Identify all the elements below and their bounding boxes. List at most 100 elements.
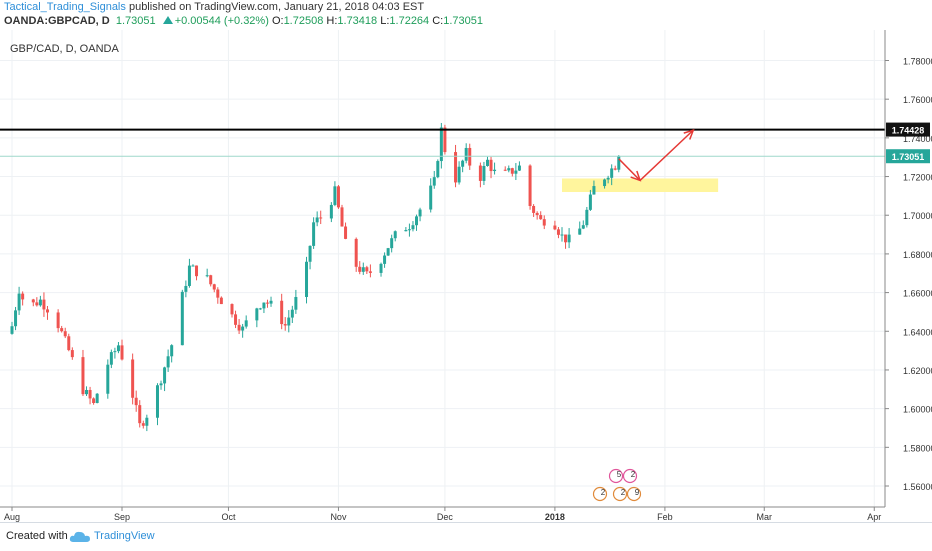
candle-body (457, 166, 461, 183)
candle-body (244, 320, 248, 327)
y-tick-label: 1.68000 (903, 250, 932, 260)
candle-body (429, 185, 433, 210)
candle-body (553, 225, 557, 230)
candle-body (56, 312, 60, 329)
candle-body (581, 225, 585, 229)
candle-body (258, 308, 262, 310)
last-price: 1.73051 (115, 15, 156, 27)
candle-body (390, 238, 394, 249)
x-tick-label: Oct (221, 512, 236, 522)
candle-body (404, 230, 408, 232)
candle-body (134, 397, 138, 406)
event-flag-icon[interactable] (622, 468, 638, 484)
x-tick-label: Feb (657, 512, 673, 522)
candle-body (31, 299, 35, 303)
high-value: 1.73418 (337, 15, 378, 27)
author-link[interactable]: Tactical_Trading_Signals (4, 1, 126, 13)
event-flag-icon[interactable] (612, 486, 628, 502)
candle-body (439, 127, 443, 162)
chart-legend: GBP/CAD, D, OANDA (10, 43, 119, 55)
candle-body (478, 165, 482, 181)
event-flag-label: 9 (635, 488, 640, 497)
candle-body (368, 271, 372, 273)
y-tick-label: 1.70000 (903, 211, 932, 221)
projection-arrows[interactable] (618, 128, 695, 182)
candle-body (290, 309, 294, 318)
candle-body (610, 168, 614, 178)
candle-body (336, 186, 340, 208)
event-flag-icon[interactable] (608, 468, 624, 484)
candle-body (333, 186, 337, 205)
candle-body (514, 170, 518, 174)
candle-body (106, 364, 110, 394)
candle-body (205, 275, 209, 277)
candle-body (155, 385, 159, 418)
price-axis[interactable]: 1.78000 1.76000 1.74000 1.72000 1.70000 1.680… (885, 57, 932, 493)
low-value: 1.72264 (389, 15, 430, 27)
candle-body (141, 423, 145, 426)
candle-body (131, 359, 135, 398)
created-with-text: Created with (6, 530, 68, 542)
candle-body (265, 302, 269, 304)
x-tick-label: Dec (437, 512, 454, 522)
candle-body (432, 177, 436, 186)
y-tick-label: 1.76000 (903, 95, 932, 105)
candle-body (113, 351, 117, 353)
candle-body (216, 289, 220, 298)
candle-body (17, 293, 21, 311)
candle-body (493, 169, 497, 172)
candle-body (42, 299, 46, 310)
candle-body (329, 204, 333, 219)
candle-body (365, 267, 369, 272)
x-tick-label: Sep (114, 512, 130, 522)
candle-body (517, 165, 521, 171)
candle-body (436, 161, 440, 178)
x-tick-label: Mar (757, 512, 773, 522)
y-tick-label: 1.64000 (903, 327, 932, 337)
candle-body (85, 389, 89, 395)
y-tick-label: 1.60000 (903, 405, 932, 415)
x-tick-label: Nov (330, 512, 347, 522)
candle-body (383, 255, 387, 264)
event-flag-icon[interactable] (592, 486, 608, 502)
candle-body (418, 209, 422, 217)
candle-body (319, 217, 323, 219)
candle-body (184, 285, 188, 292)
candle-body (145, 417, 149, 426)
candle-body (237, 324, 241, 331)
chart-header: Tactical_Trading_Signals published on Tr… (0, 0, 932, 30)
footer-bar: Created with TradingView (0, 522, 932, 551)
candle-body (407, 229, 411, 231)
x-tick-label: Aug (4, 512, 20, 522)
candle-body (603, 179, 607, 187)
tradingview-link[interactable]: TradingView (94, 530, 155, 542)
y-tick-label: 1.58000 (903, 443, 932, 453)
candle-body (219, 297, 223, 305)
candle-body (528, 165, 532, 206)
candle-body (234, 314, 238, 325)
candle-body (564, 234, 568, 243)
event-flag-label: 2 (601, 488, 606, 497)
candle-body (14, 310, 18, 327)
candle-body (262, 302, 266, 309)
event-flag-label: 5 (617, 470, 622, 479)
candle-body (255, 308, 259, 321)
support-zone (562, 178, 719, 193)
candle-body (588, 194, 592, 210)
event-flag-icon[interactable] (626, 486, 642, 502)
time-axis[interactable]: Aug Sep Oct Nov Dec 2018 Feb Mar Apr (4, 507, 881, 522)
event-markers[interactable]: 5 22 2 9 (592, 468, 642, 502)
candle-body (209, 275, 213, 285)
candle-body (556, 229, 560, 235)
candle-body (485, 159, 489, 166)
candle-body (415, 216, 419, 226)
tradingview-cloud-icon (69, 531, 90, 542)
candle-body (283, 324, 287, 326)
candle-body (454, 152, 458, 183)
candle-body (109, 352, 113, 365)
candle-body (585, 209, 589, 226)
y-tick-label: 1.56000 (903, 482, 932, 492)
projection-arrow-up-head-icon (683, 128, 695, 140)
candle-body (482, 165, 486, 181)
